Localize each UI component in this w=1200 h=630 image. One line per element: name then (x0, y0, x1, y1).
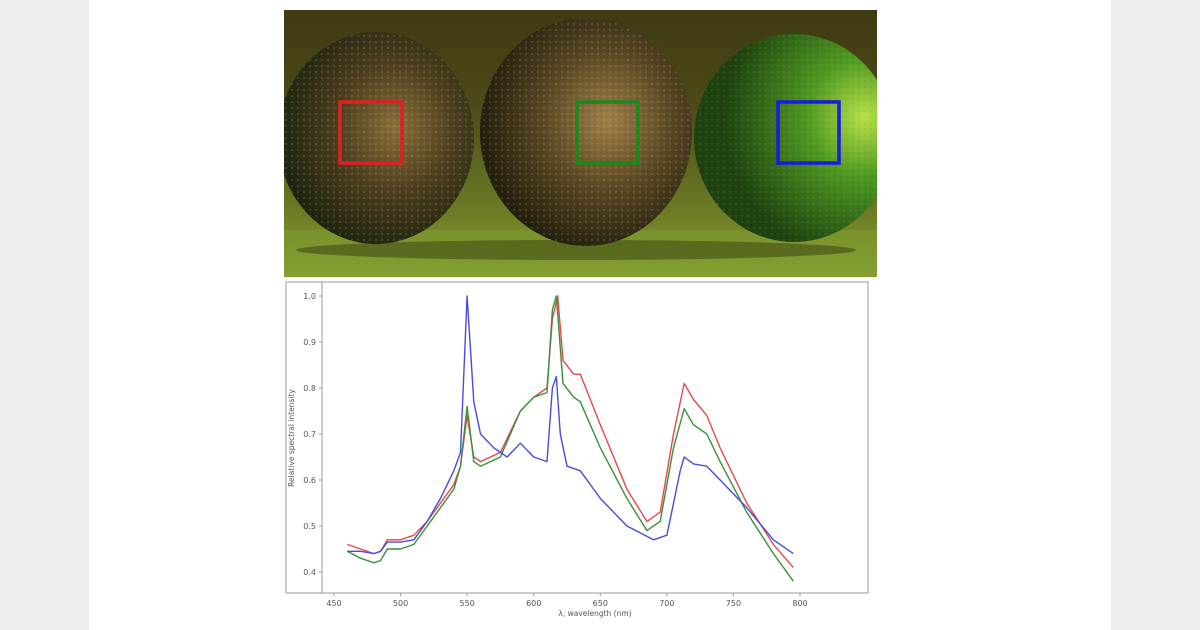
spectral-intensity-chart: 0.4 0.5 0.6 0.7 0.8 0.9 1.0 450 500 550 600 650 700… (270, 278, 880, 623)
y-tick-label: 0.5 (303, 522, 316, 531)
x-tick-label: 550 (460, 599, 475, 608)
red-ROI-line (347, 295, 794, 568)
green-roi-box (575, 100, 640, 165)
y-tick-label: 0.6 (303, 476, 316, 485)
y-tick-label: 0.9 (303, 338, 316, 347)
x-tick-label: 450 (326, 599, 341, 608)
blue-ROI-line (347, 295, 794, 555)
blue-roi-box (776, 100, 841, 165)
green-ROI-line (346, 295, 794, 582)
chart-frame (285, 281, 869, 594)
x-tick-label: 700 (659, 599, 674, 608)
fruit-photo (284, 10, 877, 277)
data-series (346, 295, 794, 582)
y-tick-label: 1.0 (303, 292, 316, 301)
x-tick-label: 650 (593, 599, 608, 608)
x-tick-label: 500 (393, 599, 408, 608)
x-tick-label: 800 (792, 599, 807, 608)
x-tick-label: 600 (526, 599, 541, 608)
y-tick-label: 0.7 (303, 430, 316, 439)
x-tick-label: 750 (726, 599, 741, 608)
x-ticks: 450 500 550 600 650 700 750 800 (326, 593, 808, 608)
fruit-photo-illustration (284, 18, 877, 277)
y-ticks: 0.4 0.5 0.6 0.7 0.8 0.9 1.0 (303, 292, 322, 577)
red-roi-box (338, 100, 404, 165)
chart-canvas: 0.4 0.5 0.6 0.7 0.8 0.9 1.0 450 500 550 600 650 700… (285, 281, 869, 618)
y-tick-label: 0.8 (303, 384, 316, 393)
x-axis-label: λ, wavelength (nm) (558, 609, 631, 618)
y-axis-label: Relative spectral intensity (287, 389, 296, 487)
y-tick-label: 0.4 (303, 568, 316, 577)
